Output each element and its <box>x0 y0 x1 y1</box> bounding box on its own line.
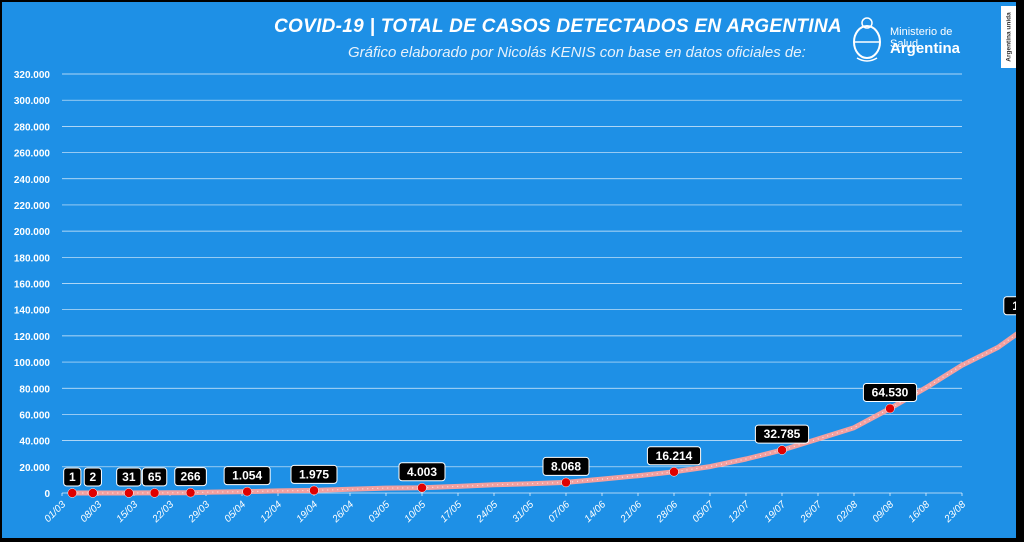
data-point <box>885 403 895 414</box>
ministerio-logo: Ministerio de Salud Argentina <box>848 14 978 66</box>
data-point <box>149 488 160 498</box>
data-label: 65 <box>148 470 162 484</box>
data-label: 64.530 <box>872 386 909 400</box>
x-tick-label: 26/04 <box>330 499 356 525</box>
x-tick-label: 09/08 <box>871 499 897 525</box>
data-label: 8.068 <box>551 459 581 473</box>
data-point <box>669 467 679 477</box>
x-tick-label: 21/06 <box>618 499 644 525</box>
y-tick-label: 200.000 <box>14 227 51 238</box>
logo-country-text: Argentina <box>890 40 961 57</box>
data-label: 1.054 <box>232 469 262 483</box>
data-label-box <box>223 466 271 486</box>
x-tick-label: 07/06 <box>547 499 573 525</box>
argentina-unida-badge: Argentina unida <box>1001 6 1016 68</box>
x-tick-label: 19/04 <box>295 499 321 525</box>
data-label-box <box>63 467 82 487</box>
data-point <box>561 477 571 488</box>
data-label-box <box>116 467 142 487</box>
x-tick-label: 05/07 <box>691 499 717 525</box>
logo-ministry-text: Ministerio de Salud <box>890 26 953 50</box>
y-tick-label: 100.000 <box>14 358 51 369</box>
x-tick-label: 12/07 <box>727 499 753 525</box>
data-point <box>67 488 78 498</box>
x-tick-label: 15/03 <box>115 499 141 525</box>
data-label: 2 <box>90 470 97 484</box>
data-point <box>124 488 134 498</box>
x-tick-label: 26/07 <box>798 499 824 525</box>
data-label: 16.214 <box>656 449 693 463</box>
x-tick-label: 31/05 <box>511 499 537 525</box>
y-tick-label: 260.000 <box>14 149 51 160</box>
y-tick-label: 240.000 <box>14 175 51 186</box>
y-tick-label: 180.000 <box>14 253 51 264</box>
line-chart: 0 20.000 40.000 60.000 80.000 100.000 120.000 1… <box>14 70 1016 526</box>
data-label: 4.003 <box>407 465 437 479</box>
y-tick-label: 0 <box>44 489 50 500</box>
data-label-box <box>141 467 168 487</box>
data-label-box <box>754 424 810 444</box>
data-label-box <box>290 464 338 484</box>
y-tick-label: 280.000 <box>14 122 51 133</box>
x-tick-label: 14/06 <box>583 499 609 525</box>
y-tick-label: 120.000 <box>14 332 51 343</box>
data-point <box>777 445 787 455</box>
x-tick-label: 22/03 <box>150 499 176 525</box>
y-tick-label: 60.000 <box>19 410 50 421</box>
data-label-box <box>1003 296 1016 316</box>
y-axis: 0 20.000 40.000 60.000 80.000 100.000 120.000 1… <box>14 70 51 500</box>
coat-of-arms-icon <box>853 17 881 62</box>
data-label: 1 <box>69 470 76 484</box>
data-label-box <box>646 446 702 466</box>
y-tick-label: 320.000 <box>14 70 51 81</box>
y-tick-label: 40.000 <box>19 437 50 448</box>
series-line-dots <box>72 333 1016 494</box>
x-tick-label: 24/05 <box>474 499 500 525</box>
y-tick-label: 220.000 <box>14 201 51 212</box>
chart-subtitle: Gráfico elaborado por Nicolás KENIS con … <box>348 44 806 61</box>
data-point <box>417 483 427 493</box>
y-tick-label: 300.000 <box>14 96 51 107</box>
y-tick-label: 80.000 <box>19 384 50 395</box>
y-tick-label: 160.000 <box>14 280 51 291</box>
x-tick-label: 03/05 <box>367 499 393 525</box>
x-tick-label: 12/04 <box>259 499 285 525</box>
series-line <box>69 331 1016 496</box>
x-tick-label: 08/03 <box>79 499 105 525</box>
data-label-box <box>83 467 102 487</box>
x-tick-label: 05/04 <box>223 499 249 525</box>
grid-lines <box>62 73 962 494</box>
data-point <box>309 485 319 496</box>
x-tick-label: 16/08 <box>907 499 933 525</box>
x-tick-label: 17/05 <box>439 499 465 525</box>
y-tick-label: 140.000 <box>14 306 51 317</box>
data-point <box>88 488 98 498</box>
x-tick-label: 02/08 <box>835 499 861 525</box>
data-label-box <box>862 383 918 403</box>
y-tick-label: 20.000 <box>19 463 50 474</box>
data-label: 130.774 <box>1012 299 1016 313</box>
x-tick-label: 10/05 <box>403 499 429 525</box>
data-label-box <box>174 467 207 487</box>
data-label-box <box>398 462 446 482</box>
data-labels: 1 2 31 65 266 1.054 1.975 4.003 8.068 16.214 32.78… <box>63 296 1016 487</box>
data-points <box>67 403 895 498</box>
x-tick-label: 19/07 <box>763 499 789 525</box>
chart-title: COVID-19 | TOTAL DE CASOS DETECTADOS EN … <box>274 16 842 37</box>
data-label: 1.975 <box>299 467 329 481</box>
x-tick-label: 29/03 <box>186 499 212 525</box>
data-label: 31 <box>122 470 136 484</box>
data-point <box>185 487 196 498</box>
x-tick-label: 28/06 <box>654 499 680 525</box>
x-tick-label: 23/08 <box>942 499 968 525</box>
data-point <box>242 486 252 497</box>
data-label-box <box>542 456 590 476</box>
x-axis: 01/03 08/03 15/03 22/03 29/03 05/04 12/04 19/04… <box>43 493 968 526</box>
data-label: 266 <box>181 470 201 484</box>
x-tick-label: 01/03 <box>43 499 69 525</box>
data-label: 32.785 <box>764 427 801 441</box>
